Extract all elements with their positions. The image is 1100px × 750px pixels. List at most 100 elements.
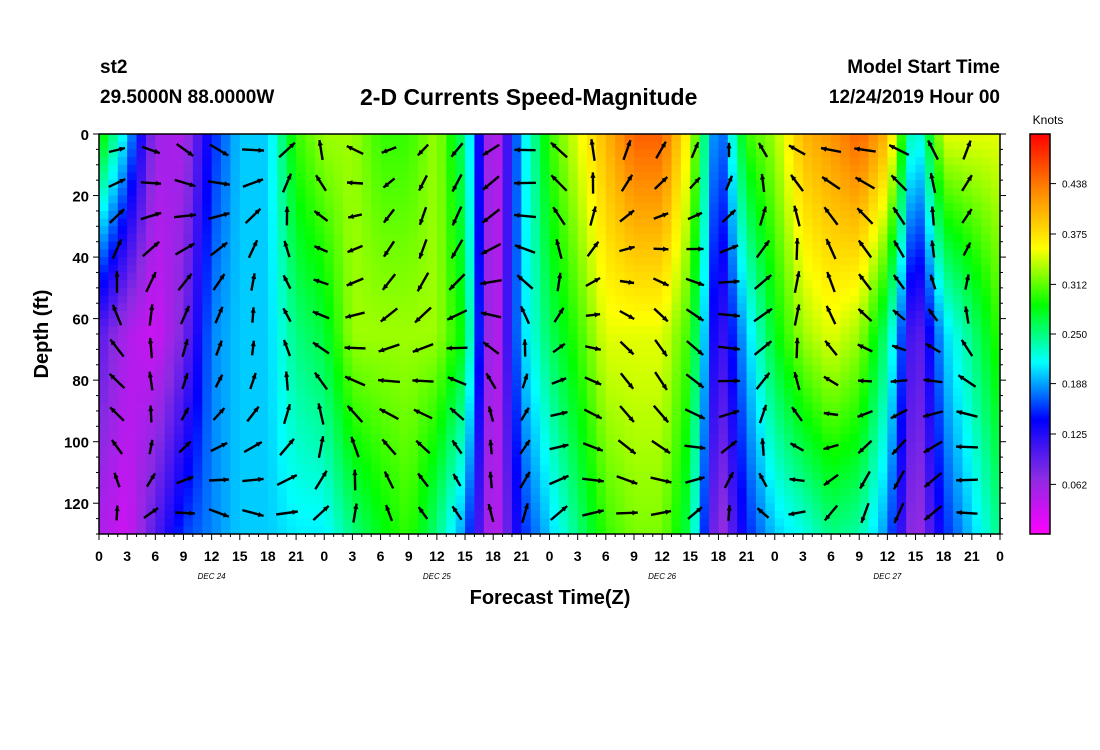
heatmap-cell — [680, 487, 691, 497]
heatmap-cell — [953, 518, 964, 527]
heatmap-cell — [286, 503, 297, 512]
heatmap-cell — [868, 195, 879, 204]
heatmap-cell — [343, 503, 354, 512]
heatmap-cell — [352, 418, 363, 427]
heatmap-cell — [343, 341, 354, 350]
heatmap-cell — [389, 141, 400, 150]
heatmap-cell — [774, 164, 785, 174]
heatmap-cell — [596, 149, 607, 158]
heatmap-cell — [671, 326, 682, 335]
heatmap-cell — [709, 218, 720, 227]
heatmap-cell — [474, 203, 485, 212]
heatmap-cell — [155, 403, 166, 412]
heatmap-cell — [953, 164, 964, 174]
heatmap-cell — [662, 387, 673, 397]
heatmap-cell — [324, 303, 335, 312]
heatmap-cell — [859, 341, 870, 350]
heatmap-cell — [924, 203, 935, 212]
heatmap-cell — [230, 526, 241, 534]
heatmap-cell — [840, 172, 851, 181]
heatmap-cell — [793, 395, 804, 404]
heatmap-cell — [784, 187, 795, 197]
heatmap-cell — [286, 380, 297, 389]
heatmap-cell — [117, 472, 128, 481]
heatmap-cell — [474, 241, 485, 250]
heatmap-cell — [258, 318, 269, 327]
heatmap-cell — [990, 457, 1000, 466]
heatmap-cell — [418, 364, 429, 374]
heatmap-cell — [699, 134, 710, 143]
heatmap-cell — [605, 464, 616, 474]
heatmap-cell — [380, 395, 391, 404]
heatmap-cell — [915, 195, 926, 204]
heatmap-cell — [990, 164, 1000, 174]
heatmap-cell — [615, 449, 626, 458]
heatmap-cell — [587, 149, 598, 158]
heatmap-cell — [784, 234, 795, 243]
heatmap-cell — [192, 426, 203, 435]
heatmap-cell — [821, 487, 832, 497]
heatmap-cell — [493, 387, 504, 397]
heatmap-cell — [408, 203, 419, 212]
heatmap-cell — [737, 364, 748, 374]
heatmap-cell — [511, 441, 522, 450]
heatmap-cell — [117, 180, 128, 189]
heatmap-cell — [221, 449, 231, 458]
heatmap-cell — [840, 434, 851, 443]
heatmap-cell — [333, 180, 344, 189]
heatmap-cell — [314, 380, 325, 389]
heatmap-cell — [831, 203, 842, 212]
heatmap-cell — [802, 157, 813, 166]
heatmap-cell — [718, 149, 729, 158]
heatmap-cell — [765, 187, 776, 197]
heatmap-cell — [465, 518, 476, 527]
heatmap-cell — [699, 526, 710, 534]
heatmap-cell — [155, 395, 166, 404]
heatmap-cell — [239, 180, 250, 189]
heatmap-cell — [840, 218, 851, 227]
heatmap-cell — [221, 334, 231, 343]
heatmap-cell — [680, 264, 691, 274]
heatmap-cell — [587, 418, 598, 427]
heatmap-cell — [296, 241, 307, 250]
heatmap-cell — [493, 487, 504, 497]
heatmap-cell — [427, 310, 438, 320]
heatmap-cell — [990, 380, 1000, 389]
heatmap-cell — [906, 334, 917, 343]
heatmap-cell — [267, 203, 278, 212]
heatmap-cell — [530, 472, 541, 481]
heatmap-cell — [962, 287, 973, 297]
heatmap-cell — [305, 134, 316, 143]
heatmap-cell — [633, 287, 644, 297]
heatmap-cell — [399, 241, 410, 250]
heatmap-cell — [465, 449, 476, 458]
heatmap-cell — [990, 357, 1000, 366]
heatmap-cell — [859, 503, 870, 512]
heatmap-cell — [117, 195, 128, 204]
heatmap-cell — [446, 418, 457, 427]
heatmap-cell — [136, 164, 147, 174]
heatmap-cell — [549, 195, 560, 204]
heatmap-cell — [455, 441, 466, 450]
heatmap-cell — [605, 418, 616, 427]
heatmap-cell — [765, 410, 776, 420]
heatmap-cell — [465, 264, 476, 274]
heatmap-cell — [568, 487, 579, 497]
heatmap-cell — [493, 449, 504, 458]
heatmap-cell — [164, 380, 175, 389]
heatmap-cell — [267, 403, 278, 412]
heatmap-cell — [164, 172, 175, 181]
heatmap-cell — [108, 510, 119, 520]
heatmap-cell — [943, 195, 954, 204]
heatmap-cell — [680, 157, 691, 166]
heatmap-cell — [502, 410, 513, 420]
heatmap-cell — [671, 487, 682, 497]
heatmap-cell — [577, 180, 588, 189]
heatmap-cell — [343, 210, 354, 220]
heatmap-cell — [239, 510, 250, 520]
heatmap-cell — [408, 495, 419, 504]
heatmap-cell — [221, 164, 231, 174]
heatmap-cell — [568, 480, 579, 489]
heatmap-cell — [774, 395, 785, 404]
heatmap-cell — [568, 434, 579, 443]
